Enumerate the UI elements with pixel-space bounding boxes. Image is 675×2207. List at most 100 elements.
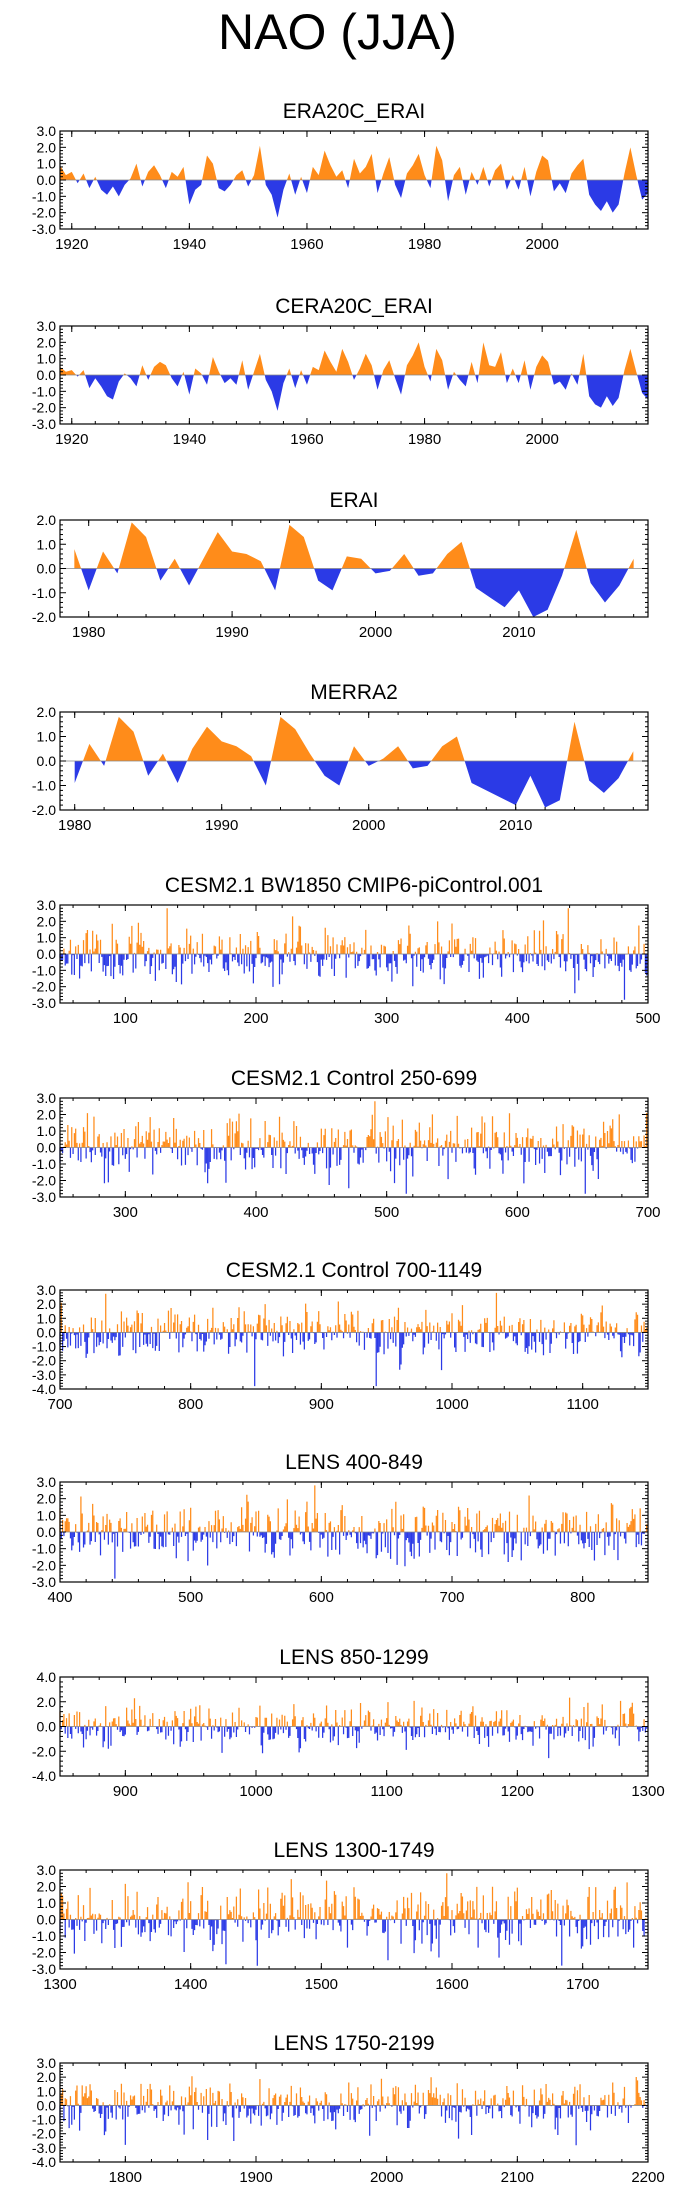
x-tick-label: 2100 xyxy=(501,2169,534,2186)
x-tick-label: 1400 xyxy=(174,1976,207,1993)
positive-area xyxy=(60,342,648,375)
x-tick-label: 1990 xyxy=(215,624,248,641)
y-tick-label: 1.0 xyxy=(37,1310,57,1326)
y-tick-label: -3.0 xyxy=(32,1961,56,1977)
y-tick-label: -3.0 xyxy=(32,1574,56,1590)
y-tick-label: -1.0 xyxy=(32,962,56,978)
x-tick-label: 2000 xyxy=(525,236,558,253)
y-tick-label: 3.0 xyxy=(37,2055,57,2071)
y-tick-label: 1.0 xyxy=(37,930,57,946)
y-tick-label: 2.0 xyxy=(37,512,57,528)
x-tick-label: 400 xyxy=(505,1010,530,1027)
y-tick-label: -3.0 xyxy=(32,1189,56,1205)
negative-bars xyxy=(60,1726,648,1759)
y-tick-label: 0.0 xyxy=(37,2097,57,2113)
y-tick-label: 0.0 xyxy=(37,1324,57,1340)
y-tick-label: 2.0 xyxy=(37,1694,57,1710)
x-tick-label: 600 xyxy=(505,1204,530,1221)
x-tick-label: 1900 xyxy=(239,2169,272,2186)
negative-bars xyxy=(60,1532,645,1579)
x-tick-label: 800 xyxy=(570,1589,595,1606)
y-tick-label: 1.0 xyxy=(37,2083,57,2099)
x-tick-label: 1500 xyxy=(305,1976,338,1993)
x-tick-label: 700 xyxy=(47,1396,72,1413)
y-tick-label: 2.0 xyxy=(37,704,57,720)
y-tick-label: -3.0 xyxy=(32,1367,56,1383)
negative-bars xyxy=(59,1919,645,1966)
y-tick-label: 3.0 xyxy=(37,1862,57,1878)
y-tick-label: -1.0 xyxy=(32,585,56,601)
x-tick-label: 500 xyxy=(178,1589,203,1606)
positive-bars xyxy=(63,908,645,954)
y-tick-label: 0.0 xyxy=(37,561,57,577)
x-tick-label: 700 xyxy=(439,1589,464,1606)
y-tick-label: 3.0 xyxy=(37,1474,57,1490)
y-tick-label: -3.0 xyxy=(32,2140,56,2156)
y-tick-label: -2.0 xyxy=(32,1557,56,1573)
panel-title: CESM2.1 Control 700-1149 xyxy=(226,1259,482,1282)
y-tick-label: 3.0 xyxy=(37,123,57,139)
x-tick-label: 400 xyxy=(47,1589,72,1606)
y-tick-label: 2.0 xyxy=(37,913,57,929)
x-tick-label: 900 xyxy=(113,1783,138,1800)
panel-5: CESM2.1 BW1850 CMIP6-piControl.001 3.02.0… xyxy=(32,874,661,1027)
y-tick-label: 0.0 xyxy=(37,367,57,383)
y-tick-label: 3.0 xyxy=(37,1090,57,1106)
x-tick-label: 300 xyxy=(113,1204,138,1221)
y-tick-label: -2.0 xyxy=(32,609,56,625)
x-tick-label: 500 xyxy=(374,1204,399,1221)
y-tick-label: 1.0 xyxy=(37,1507,57,1523)
x-tick-label: 2000 xyxy=(525,431,558,448)
y-tick-label: -1.0 xyxy=(32,778,56,794)
y-tick-label: 0.0 xyxy=(37,1719,57,1735)
y-tick-label: 1.0 xyxy=(37,536,57,552)
y-tick-label: -1.0 xyxy=(32,383,56,399)
x-tick-label: 2000 xyxy=(352,817,385,834)
y-tick-label: 2.0 xyxy=(37,1491,57,1507)
y-tick-label: -1.0 xyxy=(32,1156,56,1172)
x-tick-label: 100 xyxy=(113,1010,138,1027)
panel-title: ERAI xyxy=(329,489,378,512)
y-tick-label: 0.0 xyxy=(37,172,57,188)
positive-area xyxy=(74,522,634,569)
x-tick-label: 1300 xyxy=(43,1976,76,1993)
y-tick-label: 1.0 xyxy=(37,1895,57,1911)
y-tick-label: -1.0 xyxy=(32,1541,56,1557)
panel-title: CESM2.1 BW1850 CMIP6-piControl.001 xyxy=(165,874,543,897)
panel-title: CERA20C_ERAI xyxy=(275,295,433,318)
x-tick-label: 1920 xyxy=(55,236,88,253)
x-tick-label: 1960 xyxy=(290,236,323,253)
panel-title: LENS 1750-2199 xyxy=(273,2032,434,2055)
panel-title: LENS 1300-1749 xyxy=(273,1839,434,1862)
x-tick-label: 1100 xyxy=(567,1396,599,1413)
x-tick-label: 500 xyxy=(635,1010,660,1027)
y-tick-label: 2.0 xyxy=(37,1879,57,1895)
x-tick-label: 400 xyxy=(243,1204,268,1221)
y-tick-label: 1.0 xyxy=(37,1123,57,1139)
y-tick-label: -2.0 xyxy=(32,1353,56,1369)
y-tick-label: 2.0 xyxy=(37,334,57,350)
negative-area xyxy=(74,568,634,617)
x-tick-label: 1980 xyxy=(58,817,91,834)
x-tick-label: 1300 xyxy=(631,1783,664,1800)
positive-bars xyxy=(60,1292,648,1333)
x-tick-label: 700 xyxy=(635,1204,660,1221)
y-tick-label: -4.0 xyxy=(32,1381,56,1397)
panel-title: CESM2.1 Control 250-699 xyxy=(231,1067,477,1090)
y-tick-label: -3.0 xyxy=(32,416,56,432)
x-tick-label: 900 xyxy=(309,1396,334,1413)
x-tick-label: 600 xyxy=(309,1589,334,1606)
negative-area xyxy=(74,761,634,808)
x-tick-label: 1980 xyxy=(408,236,441,253)
plot-frame xyxy=(59,1289,649,1390)
y-tick-label: 1.0 xyxy=(37,351,57,367)
x-tick-label: 300 xyxy=(374,1010,399,1027)
panel-title: MERRA2 xyxy=(310,681,398,704)
positive-bars xyxy=(60,1873,648,1920)
x-tick-label: 200 xyxy=(243,1010,268,1027)
positive-area xyxy=(74,716,634,761)
y-tick-label: 1.0 xyxy=(37,156,57,172)
y-tick-label: -2.0 xyxy=(32,979,56,995)
